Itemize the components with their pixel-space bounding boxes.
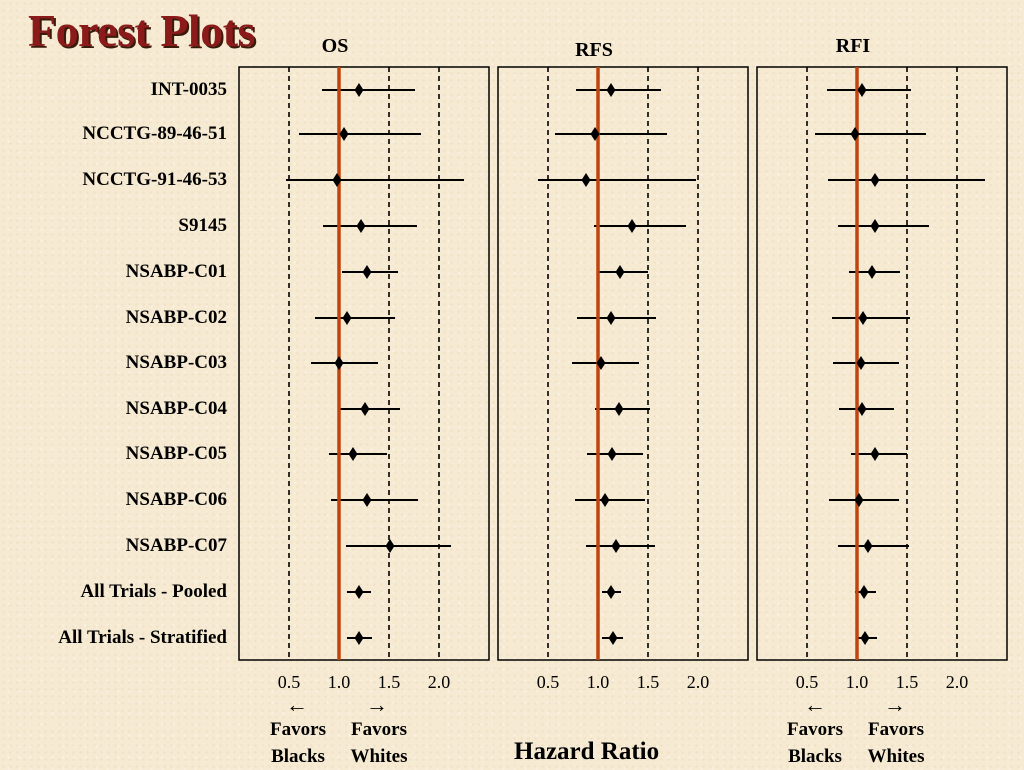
point-estimate [615, 265, 625, 279]
panel-title: OS [322, 35, 349, 57]
point-estimate [856, 356, 866, 370]
point-estimate [606, 311, 616, 325]
point-estimate [581, 173, 591, 187]
x-tick-label: 2.0 [428, 672, 451, 692]
trial-label: All Trials - Stratified [58, 627, 227, 648]
slide-title: Forest Plots [28, 5, 255, 56]
favors-whites-caption: Favors Whites [867, 719, 925, 767]
x-tick-label: 0.5 [278, 672, 301, 692]
point-estimate [590, 127, 600, 141]
favors-blacks-caption: Favors Blacks [787, 719, 843, 767]
x-tick-label: 0.5 [537, 672, 560, 692]
x-tick-label: 1.0 [328, 672, 351, 692]
trial-label: INT-0035 [150, 79, 227, 100]
trial-label: All Trials - Pooled [80, 581, 227, 602]
point-estimate [607, 447, 617, 461]
point-estimate [857, 83, 867, 97]
favors-whites-caption: Favors Whites [350, 719, 408, 767]
point-estimate [608, 631, 618, 645]
panel-title: RFI [836, 35, 871, 57]
point-estimate [850, 127, 860, 141]
point-estimate [867, 265, 877, 279]
x-tick-label: 1.5 [637, 672, 660, 692]
point-estimate [385, 539, 395, 553]
panel-title: RFS [575, 39, 613, 61]
point-estimate [870, 447, 880, 461]
trial-label: NCCTG-89-46-51 [82, 123, 227, 144]
x-tick-label: 1.0 [587, 672, 610, 692]
x-axis-title: Hazard Ratio [514, 738, 660, 765]
point-estimate [339, 127, 349, 141]
trial-label: NSABP-C07 [125, 535, 227, 556]
point-estimate [600, 493, 610, 507]
point-estimate [332, 173, 342, 187]
x-tick-label: 0.5 [796, 672, 819, 692]
point-estimate [596, 356, 606, 370]
point-estimate [614, 402, 624, 416]
right-arrow-icon: → [366, 692, 388, 717]
point-estimate [362, 493, 372, 507]
x-tick-label: 2.0 [946, 672, 969, 692]
x-tick-label: 1.0 [846, 672, 869, 692]
point-estimate [334, 356, 344, 370]
point-estimate [342, 311, 352, 325]
point-estimate [857, 402, 867, 416]
left-arrow-icon: ← [286, 692, 308, 717]
trial-label: NCCTG-91-46-53 [82, 169, 227, 190]
point-estimate [627, 219, 637, 233]
panel-frame [238, 66, 490, 661]
favors-blacks-caption: Favors Blacks [270, 719, 326, 767]
trial-label: NSABP-C03 [125, 352, 227, 373]
panel-frame [497, 66, 749, 661]
panel-frame [756, 66, 1008, 661]
point-estimate [354, 83, 364, 97]
trial-label: NSABP-C02 [125, 307, 227, 328]
right-arrow-icon: → [884, 692, 906, 717]
point-estimate [858, 311, 868, 325]
x-tick-label: 1.5 [378, 672, 401, 692]
point-estimate [348, 447, 358, 461]
point-estimate [854, 493, 864, 507]
point-estimate [356, 219, 366, 233]
point-estimate [354, 585, 364, 599]
trial-label: NSABP-C04 [125, 398, 227, 419]
point-estimate [611, 539, 621, 553]
point-estimate [859, 585, 869, 599]
x-tick-label: 1.5 [896, 672, 919, 692]
trial-label: NSABP-C06 [125, 489, 227, 510]
x-tick-label: 2.0 [687, 672, 710, 692]
point-estimate [870, 219, 880, 233]
trial-label: S9145 [178, 215, 227, 236]
point-estimate [606, 83, 616, 97]
point-estimate [606, 585, 616, 599]
point-estimate [362, 265, 372, 279]
point-estimate [354, 631, 364, 645]
point-estimate [860, 631, 870, 645]
point-estimate [863, 539, 873, 553]
left-arrow-icon: ← [804, 692, 826, 717]
trial-label: NSABP-C01 [125, 261, 227, 282]
point-estimate [870, 173, 880, 187]
point-estimate [360, 402, 370, 416]
trial-label: NSABP-C05 [125, 443, 227, 464]
